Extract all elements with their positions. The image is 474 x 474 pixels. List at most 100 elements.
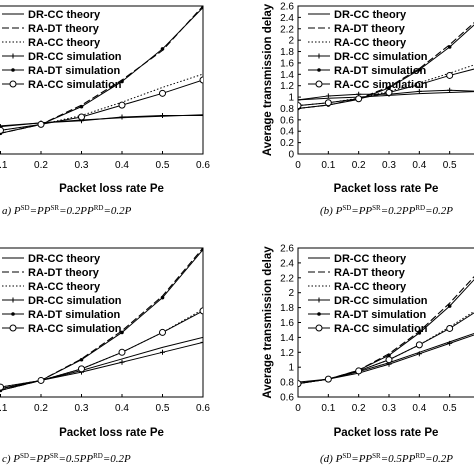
series-line-3 <box>0 308 203 388</box>
dot-marker <box>201 6 203 10</box>
x-tick-label: 0.5 <box>156 403 170 414</box>
y-tick-label: 1.8 <box>280 47 294 58</box>
dot-marker <box>417 67 422 72</box>
dot-marker <box>387 86 391 90</box>
x-tick-label: 0.3 <box>382 403 396 414</box>
circle-marker <box>37 120 45 128</box>
y-tick-label: 1 <box>288 363 294 374</box>
y-tick-label: 1.4 <box>280 70 294 81</box>
legend-label: RA-CC theory <box>334 281 407 293</box>
chart-panel-2: 0 0.1 0.2 0.3 0.4 0.500.20.40.60.811.21.41.61… <box>262 2 474 217</box>
circle-marker <box>324 375 332 383</box>
circle-marker <box>199 76 203 84</box>
legend-label: RA-DT simulation <box>334 65 427 77</box>
circle-marker <box>355 367 363 375</box>
y-axis-label: Average transmission delay <box>262 246 274 399</box>
legend-label: RA-CC theory <box>28 281 101 293</box>
series-line-1 <box>298 332 474 385</box>
dot-marker <box>160 295 165 300</box>
circle-marker <box>315 80 323 88</box>
y-tick-label: 2.6 <box>280 2 294 13</box>
legend: DR-CC theory RA-DT theory RA-CC theory DR-C… <box>2 253 122 335</box>
y-tick-label: 2.2 <box>280 24 294 35</box>
legend-label: RA-CC simulation <box>28 323 122 335</box>
x-tick-label: 0.3 <box>75 160 89 171</box>
panel-caption: a) PSD=PPSR=0.2PPRD=0.2P <box>2 204 132 217</box>
x-axis-label: Packet loss rate Pe <box>59 183 164 195</box>
circle-marker <box>78 365 85 373</box>
y-tick-label: 1.6 <box>280 58 294 69</box>
legend-label: DR-CC theory <box>28 253 101 265</box>
x-tick-label: 0.5 <box>443 403 457 414</box>
y-tick-label: 0.6 <box>280 393 294 404</box>
circle-marker <box>385 89 393 97</box>
legend: DR-CC theory RA-DT theory RA-CC theory DR-C… <box>308 253 428 335</box>
y-tick-label: 2.2 <box>280 273 294 284</box>
series-line-4 <box>0 115 203 128</box>
dot-marker <box>317 312 321 316</box>
circle-marker <box>324 99 332 107</box>
legend-label: DR-CC theory <box>334 9 407 21</box>
series-line-1 <box>0 114 203 127</box>
dot-marker <box>447 45 452 49</box>
y-tick-label: 0.2 <box>280 138 294 149</box>
legend-label: RA-CC simulation <box>334 79 428 91</box>
legend-label: RA-CC theory <box>334 37 407 49</box>
x-tick-label: 0.5 <box>156 160 170 171</box>
y-tick-label: 0.8 <box>280 378 294 389</box>
circle-marker <box>355 95 363 103</box>
series-group <box>0 6 203 136</box>
legend: DR-CC theory RA-DT theory RA-CC theory DR-C… <box>308 9 428 91</box>
x-tick-label: 0.6 <box>196 160 210 171</box>
y-tick-label: 2.4 <box>280 258 294 269</box>
dot-marker <box>201 248 203 252</box>
y-tick-label: 1.6 <box>280 318 294 329</box>
legend-label: DR-CC simulation <box>334 295 428 307</box>
circle-marker <box>9 324 17 332</box>
circle-marker <box>385 356 393 364</box>
circle-marker <box>446 71 454 79</box>
y-axis-label: Average transmission delay <box>262 3 274 156</box>
legend-label: RA-DT theory <box>334 267 406 279</box>
legend-label: RA-DT theory <box>28 23 100 35</box>
legend-label: RA-DT simulation <box>28 65 121 77</box>
x-tick-label: 0.1 <box>0 160 8 171</box>
x-axis-label: Packet loss rate Pe <box>334 427 439 439</box>
dot-marker <box>417 331 422 335</box>
circle-marker <box>415 81 423 89</box>
x-tick-label: 0.2 <box>34 160 48 171</box>
chart-panel-3: 0.1 0.2 0.3 0.4 0.5 0.6 Packet loss rate Pe DR-… <box>0 247 210 465</box>
dot-marker <box>447 304 452 308</box>
circle-marker <box>199 307 203 315</box>
x-axis-label: Packet loss rate Pe <box>334 183 439 195</box>
x-tick-label: 0.4 <box>412 403 426 414</box>
legend-label: DR-CC simulation <box>28 51 122 63</box>
series-group <box>0 248 203 393</box>
y-tick-label: 2.4 <box>280 13 294 24</box>
x-tick-label: 0.3 <box>382 160 396 171</box>
x-tick-label: 0 <box>295 160 301 171</box>
y-tick-label: 1.2 <box>280 81 294 92</box>
circle-marker <box>159 89 166 97</box>
legend-label: DR-CC theory <box>28 9 101 21</box>
dot-marker <box>120 79 124 84</box>
legend: DR-CC theory RA-DT theory RA-CC theory DR-C… <box>2 9 122 91</box>
y-tick-label: 2 <box>288 36 294 47</box>
circle-marker <box>0 126 4 134</box>
legend-label: RA-DT theory <box>334 23 406 35</box>
y-tick-label: 1 <box>288 93 294 104</box>
x-tick-label: 0.1 <box>0 403 8 414</box>
legend-label: RA-CC simulation <box>28 79 122 91</box>
panel-caption: (d) PSD=PPSR=0.5PPRD=0.2P <box>320 452 453 465</box>
circle-marker <box>78 113 85 121</box>
circle-marker <box>37 376 45 384</box>
x-tick-label: 0.4 <box>115 160 129 171</box>
x-tick-label: 0.1 <box>321 160 335 171</box>
x-tick-label: 0 <box>295 403 301 414</box>
circle-marker <box>118 348 126 356</box>
circle-marker <box>446 324 454 332</box>
legend-label: RA-CC simulation <box>334 323 428 335</box>
x-tick-label: 0.1 <box>321 403 335 414</box>
x-tick-label: 0.6 <box>196 403 210 414</box>
legend-label: DR-CC simulation <box>28 295 122 307</box>
